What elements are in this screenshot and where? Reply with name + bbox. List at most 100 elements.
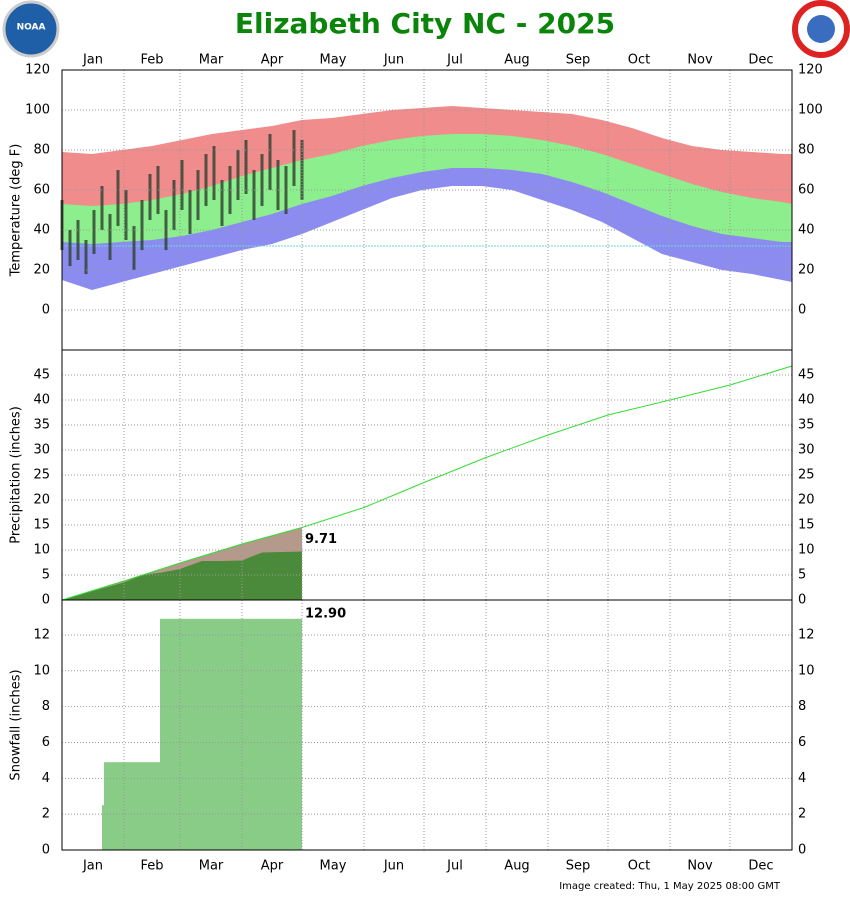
observed-range bbox=[148, 174, 152, 220]
observed-range bbox=[100, 186, 104, 230]
month-label-top: Feb bbox=[140, 53, 163, 68]
observed-range bbox=[188, 190, 192, 234]
y-tick-label: 20 bbox=[33, 263, 50, 278]
observed-range bbox=[84, 240, 88, 274]
y-tick-label: 2 bbox=[42, 807, 50, 822]
y-axis-title: Snowfall (inches) bbox=[9, 669, 24, 780]
observed-range bbox=[196, 170, 200, 220]
y-tick-label-right: 0 bbox=[798, 303, 806, 318]
month-label-bottom: Mar bbox=[199, 859, 224, 874]
month-label-top: Jul bbox=[446, 53, 463, 68]
observed-range bbox=[116, 170, 120, 226]
y-tick-label: 5 bbox=[42, 568, 50, 583]
chart-title: Elizabeth City NC - 2025 bbox=[235, 7, 615, 40]
y-tick-label: 80 bbox=[33, 143, 50, 158]
y-tick-label: 45 bbox=[33, 368, 50, 383]
month-label-top: Dec bbox=[748, 53, 773, 68]
y-axis-title: Temperature (deg F) bbox=[9, 144, 24, 278]
month-label-bottom: Nov bbox=[687, 859, 713, 874]
y-tick-label-right: 100 bbox=[798, 103, 823, 118]
month-label-bottom: Sep bbox=[566, 859, 591, 874]
observed-precip bbox=[62, 551, 302, 600]
snow-bar bbox=[300, 618, 302, 850]
y-tick-label: 4 bbox=[42, 771, 50, 786]
y-tick-label: 100 bbox=[25, 103, 50, 118]
panel-frame bbox=[61, 349, 793, 601]
footer: Image created: Thu, 1 May 2025 08:00 GMT bbox=[559, 881, 781, 892]
temperature-band bbox=[62, 186, 792, 350]
y-tick-label-right: 2 bbox=[798, 807, 806, 822]
y-tick-label: 40 bbox=[33, 223, 50, 238]
month-label-bottom: Jul bbox=[446, 859, 463, 874]
month-label-bottom: May bbox=[320, 859, 347, 874]
y-tick-label-right: 0 bbox=[798, 843, 806, 858]
observed-range bbox=[252, 170, 256, 220]
month-label-top: Aug bbox=[504, 53, 529, 68]
observed-range bbox=[220, 180, 224, 226]
observed-range bbox=[284, 166, 288, 214]
y-tick-label: 60 bbox=[33, 183, 50, 198]
observed-range bbox=[108, 214, 112, 260]
month-label-top: Sep bbox=[566, 53, 591, 68]
y-tick-label-right: 40 bbox=[798, 223, 815, 238]
y-tick-label-right: 60 bbox=[798, 183, 815, 198]
y-tick-label-right: 45 bbox=[798, 368, 815, 383]
y-tick-label: 35 bbox=[33, 418, 50, 433]
month-label-top: Jan bbox=[82, 53, 103, 68]
observed-range bbox=[276, 160, 280, 210]
y-tick-label-right: 40 bbox=[798, 393, 815, 408]
observed-range bbox=[164, 210, 168, 250]
y-tick-label-right: 20 bbox=[798, 263, 815, 278]
y-tick-label-right: 35 bbox=[798, 418, 815, 433]
data-label: 12.90 bbox=[305, 607, 346, 622]
month-label-bottom: Apr bbox=[261, 859, 284, 874]
observed-range bbox=[292, 130, 296, 186]
y-tick-label: 6 bbox=[42, 735, 50, 750]
y-tick-label-right: 12 bbox=[798, 627, 815, 642]
y-tick-label-right: 5 bbox=[798, 568, 806, 583]
y-tick-label-right: 20 bbox=[798, 493, 815, 508]
month-label-bottom: Jan bbox=[82, 859, 103, 874]
observed-range bbox=[204, 154, 208, 206]
observed-range bbox=[140, 200, 144, 250]
normal-to-date bbox=[62, 527, 302, 600]
observed-range bbox=[92, 210, 96, 254]
observed-range bbox=[76, 220, 80, 260]
observed-range bbox=[212, 146, 216, 200]
month-label-bottom: Dec bbox=[748, 859, 773, 874]
y-tick-label-right: 30 bbox=[798, 443, 815, 458]
y-tick-label: 10 bbox=[33, 663, 50, 678]
month-label-top: Oct bbox=[628, 53, 650, 68]
y-tick-label: 0 bbox=[42, 593, 50, 608]
y-tick-label-right: 6 bbox=[798, 735, 806, 750]
y-axis-title: Precipitation (inches) bbox=[9, 406, 24, 544]
observed-range bbox=[132, 226, 136, 270]
y-tick-label: 20 bbox=[33, 493, 50, 508]
observed-range bbox=[172, 180, 176, 230]
y-tick-label: 0 bbox=[42, 843, 50, 858]
y-tick-label: 25 bbox=[33, 468, 50, 483]
month-label-top: May bbox=[320, 53, 347, 68]
y-tick-label: 120 bbox=[25, 63, 50, 78]
y-tick-label-right: 80 bbox=[798, 143, 815, 158]
observed-range bbox=[260, 154, 264, 206]
y-tick-label: 15 bbox=[33, 518, 50, 533]
y-tick-label-right: 10 bbox=[798, 663, 815, 678]
y-tick-label-right: 120 bbox=[798, 63, 823, 78]
data-label: 9.71 bbox=[305, 532, 337, 547]
observed-range bbox=[268, 134, 272, 190]
month-label-top: Jun bbox=[383, 53, 404, 68]
y-tick-label-right: 15 bbox=[798, 518, 815, 533]
snow-bar bbox=[160, 618, 300, 850]
observed-range bbox=[244, 140, 248, 194]
logo-text: NOAA bbox=[17, 23, 46, 33]
month-label-top: Mar bbox=[199, 53, 224, 68]
normal-precip-line bbox=[61, 365, 793, 601]
panel-frame bbox=[61, 599, 793, 851]
month-label-bottom: Oct bbox=[628, 859, 650, 874]
month-label-top: Apr bbox=[261, 53, 284, 68]
observed-range bbox=[124, 190, 128, 240]
y-tick-label-right: 10 bbox=[798, 543, 815, 558]
y-tick-label: 40 bbox=[33, 393, 50, 408]
